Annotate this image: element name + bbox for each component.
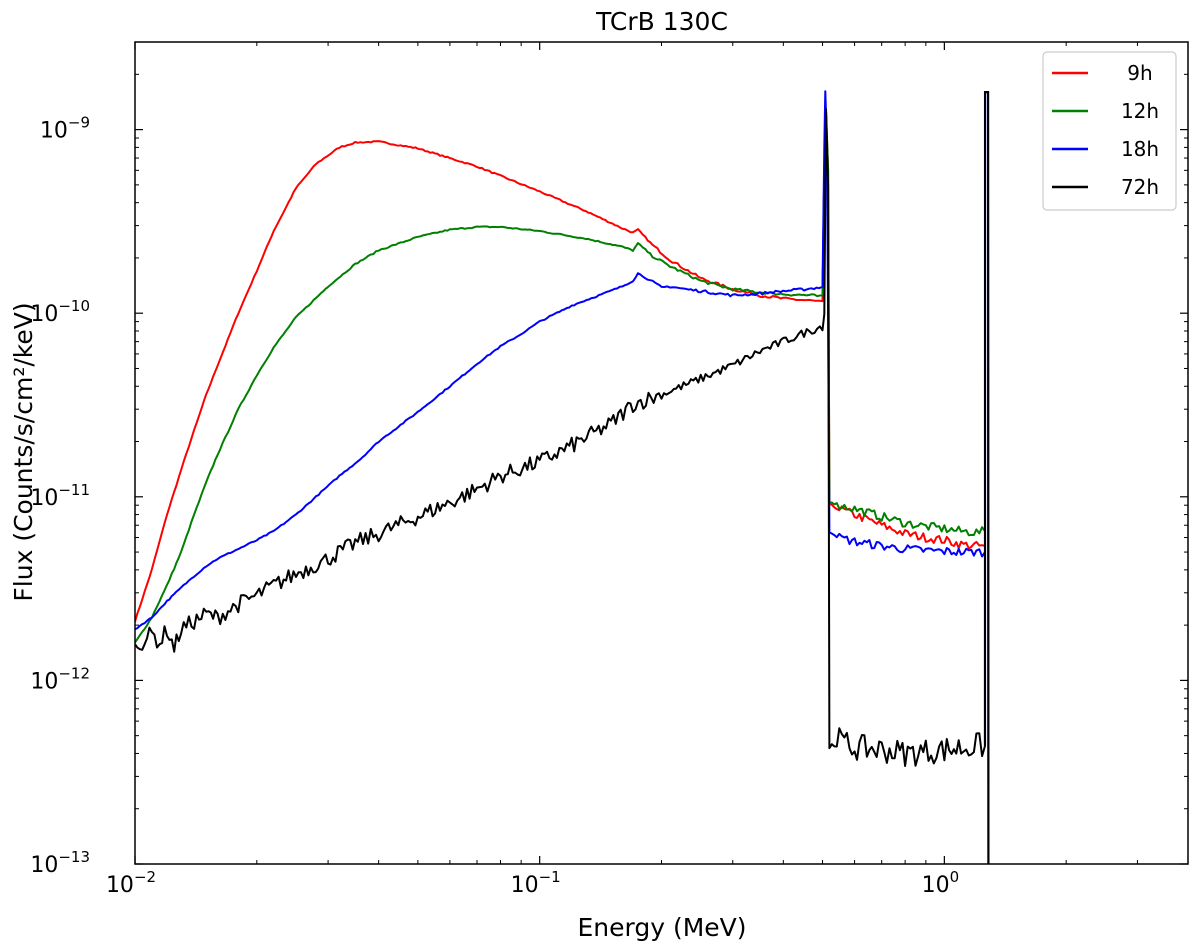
plot-frame [134, 41, 1189, 865]
series-line-72h [135, 108, 986, 767]
series-line-18h [135, 90, 986, 631]
chart-title: TCrB 130C [595, 7, 728, 36]
x-tick-label: 10−2 [106, 868, 156, 898]
series-line-12h [135, 107, 986, 644]
axis-ticks: 10−2 10−1 100 10−13 10−12 10−11 10−10 10−9 [30, 42, 1189, 898]
y-tick-label: 10−10 [30, 297, 90, 327]
y-tick-label: 10−11 [30, 481, 90, 511]
legend-label-72h: 72h [1121, 175, 1159, 199]
x-axis-label: Energy (MeV) [577, 913, 746, 942]
y-tick-label: 10−12 [30, 664, 90, 694]
y-tick-label: 10−9 [40, 114, 90, 144]
x-tick-label: 100 [922, 868, 960, 898]
legend: 9h 12h 18h 72h [1042, 51, 1177, 211]
legend-label-18h: 18h [1121, 137, 1159, 161]
plot-area [135, 90, 990, 864]
legend-label-9h: 9h [1127, 61, 1152, 85]
legend-box [1042, 51, 1177, 211]
peak-line [983, 91, 990, 864]
x-tick-label: 10−1 [511, 868, 561, 898]
y-axis-label: Flux (Counts/s/cm²/keV) [9, 302, 38, 601]
legend-label-12h: 12h [1121, 99, 1159, 123]
y-tick-label: 10−13 [30, 848, 90, 878]
